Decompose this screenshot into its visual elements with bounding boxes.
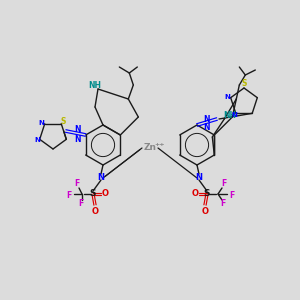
Text: N: N [35,137,41,143]
Text: F: F [220,200,226,208]
Text: S: S [241,80,247,88]
Text: F: F [78,200,84,208]
Text: F: F [230,191,235,200]
Text: NH: NH [223,110,236,119]
Text: N: N [225,94,231,100]
Text: F: F [66,191,72,200]
Text: N: N [74,125,81,134]
Text: O: O [191,188,199,197]
Text: S: S [204,190,210,199]
Text: N: N [232,112,238,118]
Text: ++: ++ [155,142,165,148]
Text: N: N [203,115,209,124]
Text: N: N [203,124,209,133]
Text: O: O [101,188,109,197]
Text: N: N [196,172,202,182]
Text: N: N [74,134,81,143]
Text: O: O [92,206,98,215]
Text: Zn: Zn [143,143,157,152]
Text: NH: NH [88,80,101,89]
Text: N: N [39,120,45,126]
Text: S: S [61,117,66,126]
Text: N: N [98,172,104,182]
Text: F: F [221,179,226,188]
Text: F: F [74,179,80,188]
Text: O: O [202,206,208,215]
Text: S: S [90,190,96,199]
